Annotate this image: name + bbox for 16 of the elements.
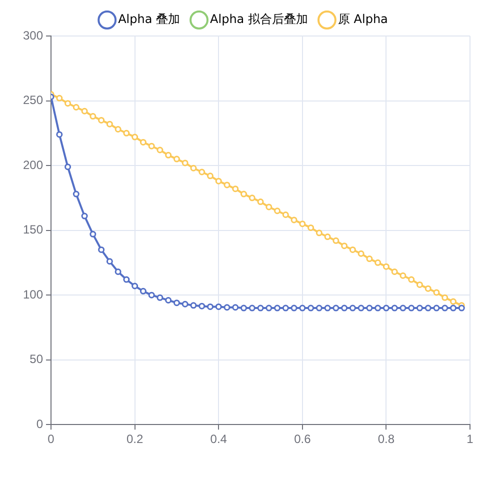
y-tick-label: 50 [30,352,44,366]
legend-label: Alpha 叠加 [118,12,180,26]
x-tick-label: 0.6 [294,432,312,446]
x-tick-label: 0.4 [210,432,228,446]
y-tick-label: 100 [22,287,44,302]
y-tick-label: 250 [22,93,44,108]
legend-label: 原 Alpha [338,12,388,26]
x-tick-label: 1 [466,432,474,446]
y-tick-label: 150 [22,222,44,237]
x-tick-label: 0.8 [378,432,395,446]
legend-label: Alpha 拟合后叠加 [210,12,308,26]
y-tick-label: 200 [22,158,44,172]
x-tick-label: 0 [48,432,55,446]
x-tick-label: 0.2 [126,432,144,446]
y-tick-label: 0 [36,416,44,431]
y-tick-label: 300 [22,28,44,42]
